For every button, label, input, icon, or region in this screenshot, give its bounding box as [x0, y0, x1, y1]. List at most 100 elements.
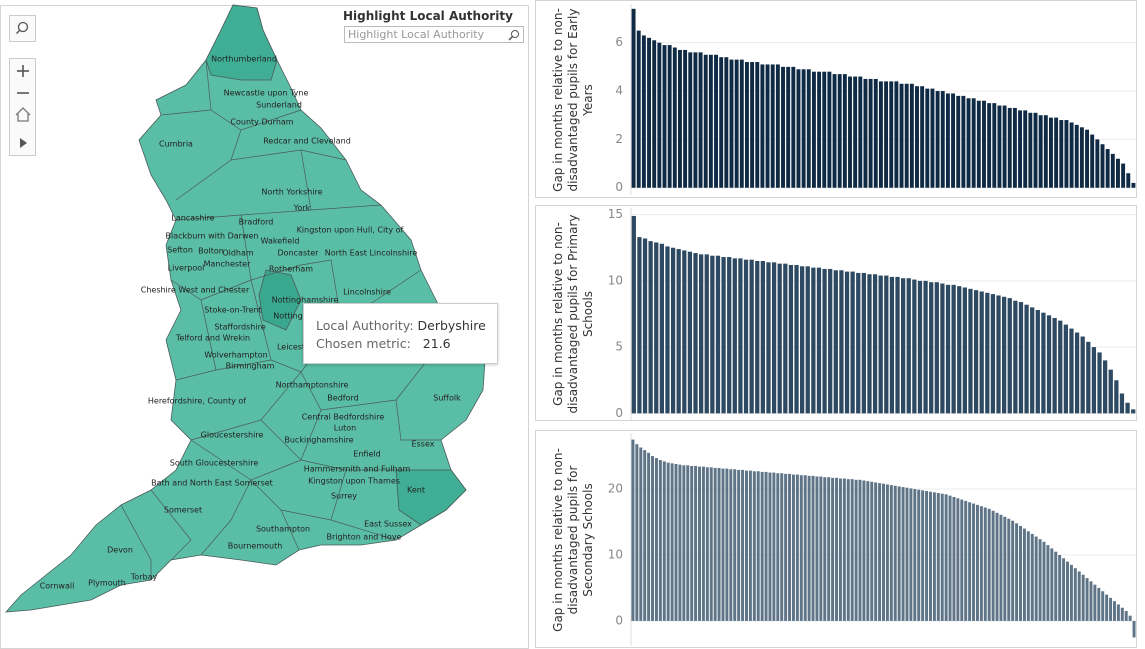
bar — [755, 62, 760, 188]
bar — [1119, 393, 1125, 414]
bar — [990, 294, 996, 414]
home[interactable] — [15, 107, 31, 122]
bar — [884, 81, 889, 188]
region-kent — [395, 469, 467, 526]
search-box[interactable]: Highlight Local Authority — [344, 26, 524, 43]
bar — [703, 54, 708, 188]
bar — [895, 276, 900, 414]
bar — [897, 486, 901, 621]
bar — [996, 295, 1001, 414]
bar — [662, 45, 667, 188]
bar — [948, 495, 952, 621]
y-tick-label: 10 — [608, 547, 623, 561]
bar — [641, 35, 646, 188]
bar — [739, 59, 744, 188]
bar — [987, 103, 992, 188]
bar — [654, 242, 659, 414]
bar — [683, 49, 688, 188]
bar — [815, 476, 819, 621]
bar — [717, 467, 721, 621]
bar — [806, 69, 811, 188]
chart-panel: Gap in months relative to non-disadvanta… — [535, 0, 1137, 198]
play[interactable] — [20, 138, 27, 148]
bar — [1023, 110, 1028, 188]
bar — [884, 275, 889, 414]
bar — [1121, 163, 1126, 188]
bar — [659, 243, 664, 414]
bar — [1128, 615, 1132, 621]
bar — [842, 74, 847, 188]
bar — [1041, 312, 1046, 414]
zoom-in[interactable] — [17, 65, 29, 77]
bar — [835, 477, 839, 621]
bar — [714, 54, 718, 188]
bar — [1080, 336, 1085, 414]
bar — [985, 292, 990, 414]
bar-chart: 0 5 10 15 — [608, 207, 1136, 420]
map-label: Oldham — [222, 249, 254, 258]
bar — [752, 471, 756, 621]
bar — [672, 47, 677, 188]
bar — [928, 491, 932, 621]
bar — [677, 49, 682, 188]
map-label: Telford and Wrekin — [175, 334, 250, 343]
bar — [1038, 539, 1042, 621]
map-label: Enfield — [353, 450, 380, 459]
bar — [776, 473, 780, 621]
map-search-button[interactable] — [9, 15, 36, 42]
bar — [878, 81, 883, 188]
map-label: East Sussex — [364, 520, 412, 529]
bar — [678, 464, 682, 621]
bar — [811, 71, 816, 188]
bar — [909, 488, 913, 621]
bar — [945, 284, 951, 414]
bar — [1114, 380, 1119, 414]
bar — [631, 8, 636, 188]
bar — [995, 512, 999, 621]
bar — [1058, 320, 1063, 414]
bar — [982, 100, 986, 188]
bar — [868, 78, 873, 188]
bar — [823, 477, 827, 621]
chart-panel: Gap in months relative to non-disadvanta… — [535, 430, 1137, 648]
map-label: Wakefield — [261, 237, 300, 246]
bar — [704, 254, 709, 414]
bar — [935, 91, 940, 188]
bar — [760, 64, 765, 188]
map-label: Suffolk — [433, 394, 461, 403]
bar — [1007, 107, 1012, 188]
map-label: Leicest — [277, 343, 305, 352]
bar — [999, 514, 1003, 621]
bar — [631, 215, 636, 414]
bar — [828, 268, 833, 414]
bar — [721, 468, 725, 621]
bar — [631, 439, 635, 621]
bar — [1085, 129, 1090, 188]
bar — [1100, 144, 1105, 188]
search-title: Highlight Local Authority — [343, 9, 513, 23]
bar — [670, 463, 674, 621]
bar — [921, 490, 925, 621]
map-label: Staffordshire — [214, 323, 265, 332]
map-label: Lancashire — [171, 214, 214, 223]
bar — [1109, 597, 1113, 621]
bar — [878, 483, 882, 621]
map-label: Kingston upon Hull, City of — [297, 226, 404, 235]
bar — [866, 481, 870, 621]
bar — [1131, 182, 1136, 188]
bar — [819, 476, 823, 621]
bar — [822, 268, 827, 414]
bar — [693, 52, 698, 188]
bar — [1033, 112, 1038, 188]
bar — [991, 510, 995, 621]
bar — [1108, 369, 1113, 414]
bar — [1026, 531, 1030, 621]
bar — [1046, 545, 1050, 621]
bar — [889, 81, 894, 188]
bar — [1030, 533, 1034, 621]
bar — [688, 52, 693, 188]
bar — [811, 267, 816, 414]
bar — [889, 485, 893, 621]
bar — [674, 463, 678, 621]
map-label: Rotherham — [269, 265, 313, 274]
